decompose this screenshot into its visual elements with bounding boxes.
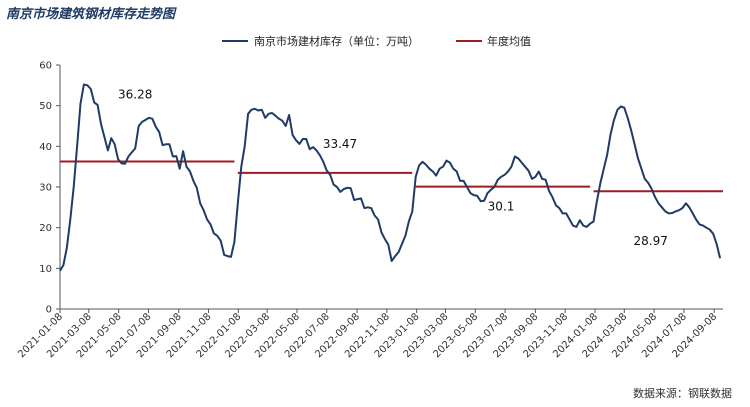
y-tick-label: 40 bbox=[39, 142, 52, 153]
legend-label-average: 年度均值 bbox=[487, 34, 531, 48]
chart-title: 南京市场建筑钢材库存走势图 bbox=[6, 7, 176, 22]
y-tick-label: 30 bbox=[39, 183, 52, 194]
axes: 01020304050602021-01-082021-03-082021-05… bbox=[16, 61, 723, 360]
average-labels: 36.28 33.47 30.1 28.97 bbox=[118, 87, 668, 248]
source-note: 数据来源：钢联数据 bbox=[633, 387, 732, 400]
y-tick-label: 20 bbox=[39, 223, 52, 234]
series-line-0 bbox=[59, 83, 722, 272]
y-tick-label: 60 bbox=[39, 61, 52, 72]
average-label-3: 28.97 bbox=[634, 234, 668, 248]
y-tick-label: 50 bbox=[39, 101, 52, 112]
series-group bbox=[59, 83, 722, 272]
average-label-0: 36.28 bbox=[118, 87, 152, 101]
average-lines bbox=[60, 160, 723, 193]
legend-label-stock: 南京市场建材库存（单位：万吨） bbox=[254, 34, 419, 48]
average-label-1: 33.47 bbox=[323, 137, 357, 151]
average-label-2: 30.1 bbox=[488, 200, 515, 214]
legend: 南京市场建材库存（单位：万吨） 年度均值 bbox=[222, 34, 531, 48]
y-tick-label: 10 bbox=[39, 264, 52, 275]
y-tick-label: 0 bbox=[46, 305, 52, 316]
